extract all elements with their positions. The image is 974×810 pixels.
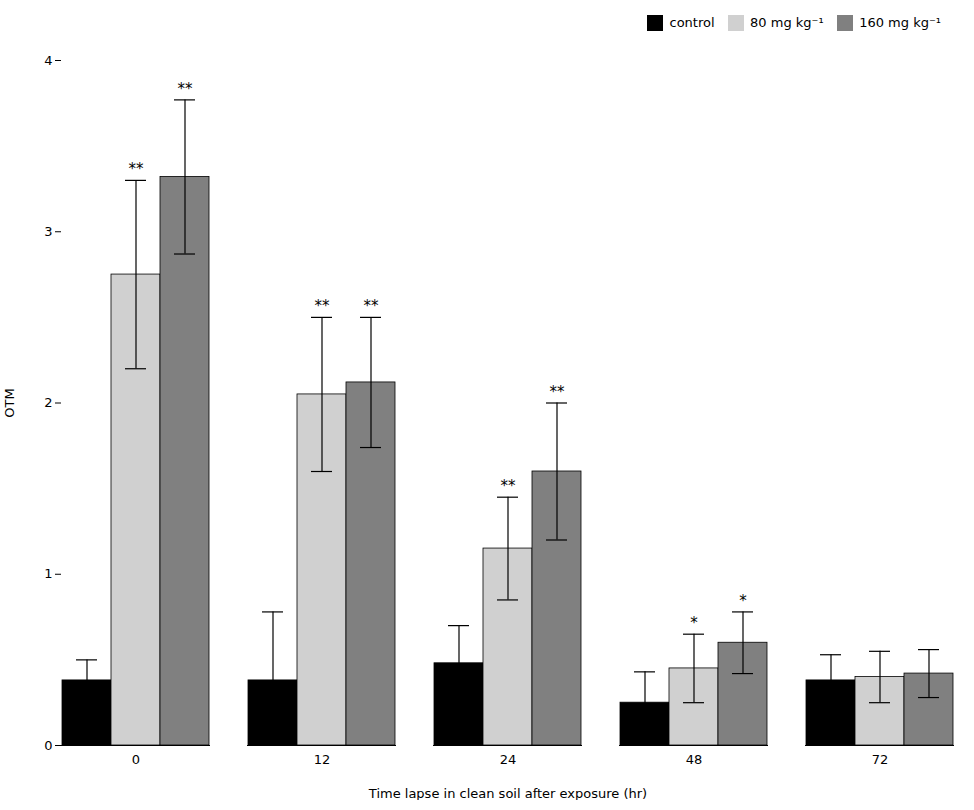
svg-text:0: 0 bbox=[44, 738, 52, 753]
svg-text:24: 24 bbox=[500, 752, 517, 767]
html-text:control: control bbox=[669, 15, 715, 30]
svg-text:48: 48 bbox=[686, 752, 703, 767]
html-text:80 mg kg⁻¹: 80 mg kg⁻¹ bbox=[750, 15, 824, 30]
svg-text:**: ** bbox=[364, 297, 380, 315]
svg-text:**: ** bbox=[550, 383, 566, 401]
svg-text:**: ** bbox=[315, 297, 331, 315]
svg-text:**: ** bbox=[178, 80, 194, 98]
svg-text:72: 72 bbox=[872, 752, 889, 767]
svg-text:1: 1 bbox=[44, 566, 52, 581]
svg-text:0: 0 bbox=[132, 752, 140, 767]
svg-text:3: 3 bbox=[44, 224, 52, 239]
svg-text:Time lapse in clean soil after: Time lapse in clean soil after exposure … bbox=[368, 786, 647, 801]
svg-text:12: 12 bbox=[314, 752, 331, 767]
svg-text:*: * bbox=[739, 592, 747, 610]
svg-text:**: ** bbox=[501, 477, 517, 495]
svg-text:**: ** bbox=[129, 160, 145, 178]
svg-text:4: 4 bbox=[44, 53, 52, 68]
svg-text:2: 2 bbox=[44, 395, 52, 410]
html-text:160 mg kg⁻¹: 160 mg kg⁻¹ bbox=[859, 15, 941, 30]
svg-text:*: * bbox=[690, 614, 698, 632]
svg-text:OTM: OTM bbox=[2, 388, 17, 417]
